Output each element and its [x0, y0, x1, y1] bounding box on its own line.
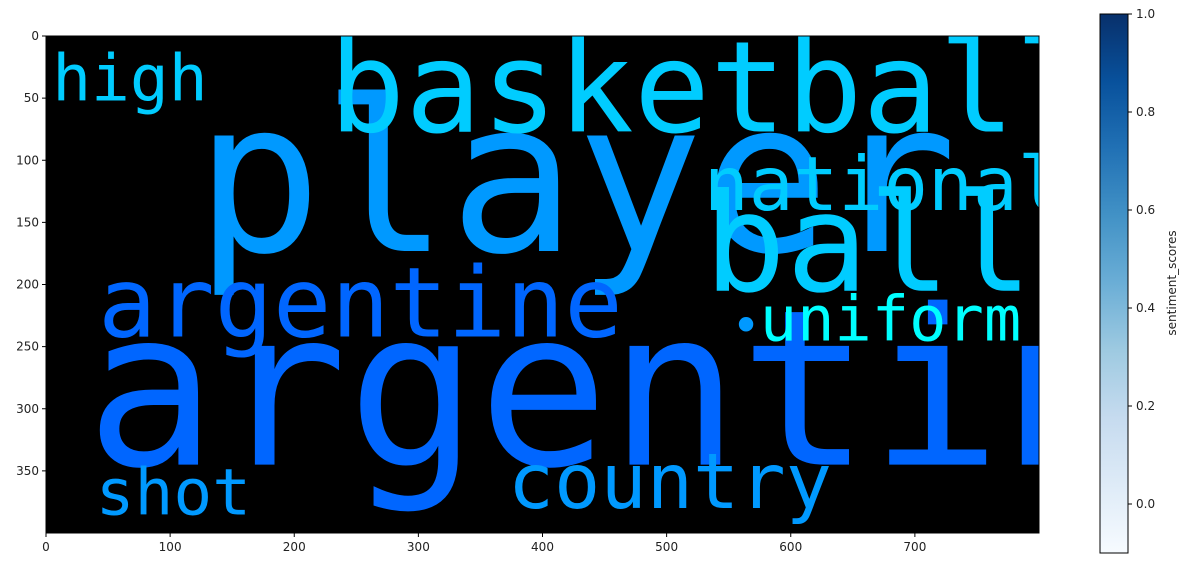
colorbar-tick-label: 0.6: [1136, 203, 1155, 217]
word-national: national: [704, 141, 1063, 228]
word-basketball: basketball: [329, 14, 1091, 162]
colorbar-tick-label: 0.2: [1136, 399, 1155, 413]
x-tick-label: 600: [779, 540, 802, 554]
word-high: high: [52, 42, 207, 117]
x-tick-label: 700: [903, 540, 926, 554]
word-player: player: [195, 55, 957, 301]
y-tick-label: 50: [24, 91, 39, 105]
colorbar-tick-label: 0.4: [1136, 301, 1155, 315]
word-uniform: uniform: [760, 282, 1022, 355]
plot-background: [46, 36, 1039, 533]
colorbar-label: sentiment_scores: [1165, 230, 1179, 335]
colorbar: [1099, 13, 1129, 554]
colorbar-tick-label: 0.0: [1136, 497, 1155, 511]
y-tick-label: 300: [16, 402, 39, 416]
x-axis: 0 100 200 300 400 500 600 700: [42, 533, 926, 554]
y-tick-label: 250: [16, 340, 39, 354]
x-tick-label: 500: [655, 540, 678, 554]
y-tick-label: 0: [31, 29, 39, 43]
x-tick-label: 300: [407, 540, 430, 554]
x-tick-label: 0: [42, 540, 50, 554]
x-tick-label: 100: [159, 540, 182, 554]
colorbar-axis: 0.0 0.2 0.4 0.6 0.8 1.0: [1128, 7, 1155, 511]
colorbar-tick-label: 1.0: [1136, 7, 1155, 21]
word-shot: shot: [96, 455, 251, 530]
colorbar-tick-label: 0.8: [1136, 105, 1155, 119]
word-dot: •: [731, 297, 761, 355]
x-tick-label: 200: [283, 540, 306, 554]
word-country: country: [508, 438, 832, 527]
y-tick-label: 200: [16, 278, 39, 292]
word-argentine: argentine: [98, 247, 623, 360]
y-axis: 0 50 100 150 200 250 300 350: [16, 29, 46, 478]
y-tick-label: 100: [16, 153, 39, 167]
word-argentina: argentina: [86, 264, 1188, 517]
y-tick-label: 150: [16, 215, 39, 229]
x-tick-label: 400: [531, 540, 554, 554]
word-ball: ball: [704, 165, 1033, 324]
y-tick-label: 350: [16, 464, 39, 478]
